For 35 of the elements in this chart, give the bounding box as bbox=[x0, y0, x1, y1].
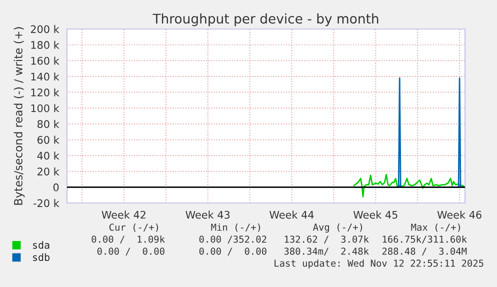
y-tick-label: 0 bbox=[53, 183, 59, 192]
x-tick-label: Week 44 bbox=[270, 210, 314, 219]
x-tick-label: Week 42 bbox=[102, 210, 146, 219]
text: Max (-/+) bbox=[411, 223, 460, 232]
text: 166.75k/311.60k bbox=[382, 235, 467, 244]
text: 288.48 / 3.04M bbox=[382, 248, 467, 256]
text: 0.00 / 0.00 bbox=[199, 248, 266, 256]
y-tick-label: 80 k bbox=[37, 120, 60, 128]
x-tick-label: Week 45 bbox=[353, 210, 398, 219]
text: 132.62 / 3.07k bbox=[284, 235, 369, 244]
text: Last update: Wed Nov 12 22:55:11 2025 bbox=[274, 259, 484, 269]
text: 0.00 /352.02 bbox=[199, 236, 266, 244]
y-tick-label: -20 k bbox=[34, 199, 60, 208]
y-tick-label: 160 k bbox=[31, 56, 60, 65]
line-series bbox=[353, 174, 464, 198]
text: 0.00 / 1.09k bbox=[92, 235, 165, 244]
y-tick-label: 60 k bbox=[37, 136, 60, 144]
text: Min (-/+) bbox=[211, 223, 260, 232]
text: 0.00 / 0.00 bbox=[97, 248, 164, 256]
x-tick-label: Week 46 bbox=[437, 210, 482, 219]
y-tick-label: 40 k bbox=[37, 152, 60, 160]
y-axis-title: Bytes/second read (-) / write (+) bbox=[14, 27, 25, 205]
y-tick-label: 20 k bbox=[38, 167, 60, 176]
chart-title: Throughput per device - by month bbox=[152, 13, 378, 26]
y-tick-label: 120 k bbox=[31, 88, 60, 96]
y-tick-label: 200 k bbox=[30, 25, 60, 34]
text: 380.34m/ 2.48k bbox=[284, 247, 369, 256]
text: Avg (-/+) bbox=[313, 223, 362, 233]
legend-label: sdb bbox=[33, 253, 50, 262]
text: Cur (-/+) bbox=[109, 223, 158, 232]
x-tick-label: Week 43 bbox=[186, 210, 230, 219]
y-tick-label: 180 k bbox=[31, 40, 60, 49]
y-tick-label: 140 k bbox=[31, 72, 60, 81]
legend-label: sda bbox=[33, 241, 50, 249]
y-tick-label: 100 k bbox=[31, 104, 60, 112]
